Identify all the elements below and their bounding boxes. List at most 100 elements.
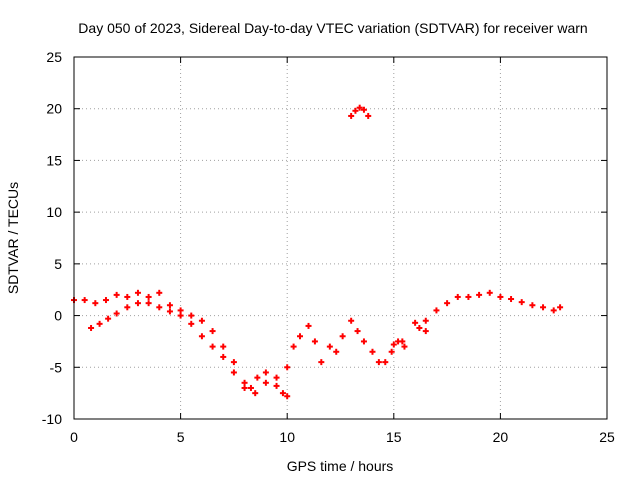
data-point-marker bbox=[230, 369, 237, 376]
data-point-marker bbox=[369, 348, 376, 355]
x-tick-label: 5 bbox=[177, 429, 185, 445]
x-axis-label: GPS time / hours bbox=[287, 458, 394, 474]
data-point-marker bbox=[254, 374, 261, 381]
data-point-marker bbox=[388, 348, 395, 355]
data-point-marker bbox=[188, 320, 195, 327]
data-point-marker bbox=[198, 333, 205, 340]
data-point-marker bbox=[166, 308, 173, 315]
data-point-marker bbox=[113, 291, 120, 298]
y-tick-label: -10 bbox=[42, 411, 62, 427]
data-point-marker bbox=[262, 379, 269, 386]
data-point-marker bbox=[550, 307, 557, 314]
data-point-marker bbox=[557, 304, 564, 311]
data-point-marker bbox=[102, 297, 109, 304]
data-point-marker bbox=[305, 322, 312, 329]
chart-title: Day 050 of 2023, Sidereal Day-to-day VTE… bbox=[78, 20, 587, 36]
data-point-marker bbox=[333, 348, 340, 355]
data-point-marker bbox=[318, 359, 325, 366]
data-point-marker bbox=[540, 304, 547, 311]
data-point-marker bbox=[508, 296, 515, 303]
data-point-marker bbox=[412, 319, 419, 326]
data-point-marker bbox=[145, 300, 152, 307]
grid-lines bbox=[74, 57, 607, 419]
data-point-marker bbox=[124, 304, 131, 311]
data-point-marker bbox=[390, 341, 397, 348]
data-point-marker bbox=[145, 293, 152, 300]
data-point-marker bbox=[241, 384, 248, 391]
data-point-marker bbox=[476, 291, 483, 298]
data-point-marker bbox=[284, 393, 291, 400]
x-tick-label: 25 bbox=[599, 429, 615, 445]
data-point-marker bbox=[262, 369, 269, 376]
data-point-marker bbox=[177, 312, 184, 319]
data-point-marker bbox=[220, 353, 227, 360]
data-point-marker bbox=[356, 104, 363, 111]
data-point-marker bbox=[486, 289, 493, 296]
data-point-marker bbox=[290, 343, 297, 350]
data-point-marker bbox=[209, 328, 216, 335]
data-point-marker bbox=[220, 343, 227, 350]
data-point-marker bbox=[81, 297, 88, 304]
data-point-marker bbox=[352, 107, 359, 114]
data-point-marker bbox=[209, 343, 216, 350]
data-point-marker bbox=[230, 359, 237, 366]
data-point-marker bbox=[339, 333, 346, 340]
data-point-marker bbox=[422, 317, 429, 324]
data-point-marker bbox=[465, 293, 472, 300]
data-point-marker bbox=[113, 310, 120, 317]
data-point-marker bbox=[365, 112, 372, 119]
data-point-marker bbox=[311, 338, 318, 345]
data-point-marker bbox=[124, 293, 131, 300]
data-point-marker bbox=[252, 390, 259, 397]
data-point-marker bbox=[348, 112, 355, 119]
y-tick-label: -5 bbox=[50, 359, 63, 375]
data-point-marker bbox=[273, 374, 280, 381]
y-tick-label: 5 bbox=[54, 256, 62, 272]
data-point-marker bbox=[188, 312, 195, 319]
data-point-marker bbox=[241, 379, 248, 386]
axis-ticks: 0 5 10 15 20 25 -10 -5 0 5 10 15 20 25 bbox=[42, 49, 615, 445]
data-point-marker bbox=[354, 328, 361, 335]
plot-frame bbox=[73, 56, 608, 420]
data-point-marker bbox=[156, 304, 163, 311]
data-point-marker bbox=[399, 338, 406, 345]
data-point-marker bbox=[444, 300, 451, 307]
x-tick-label: 10 bbox=[279, 429, 295, 445]
data-point-marker bbox=[375, 359, 382, 366]
data-point-marker bbox=[422, 328, 429, 335]
data-point-marker bbox=[156, 289, 163, 296]
y-axis-label: SDTVAR / TECUs bbox=[5, 182, 21, 294]
data-point-marker bbox=[198, 317, 205, 324]
data-point-marker bbox=[433, 307, 440, 314]
data-point-marker bbox=[382, 359, 389, 366]
data-point-marker bbox=[92, 300, 99, 307]
y-tick-label: 10 bbox=[46, 204, 62, 220]
data-point-marker bbox=[105, 315, 112, 322]
x-tick-label: 0 bbox=[70, 429, 78, 445]
data-point-marker bbox=[134, 289, 141, 296]
data-point-marker bbox=[279, 390, 286, 397]
x-tick-label: 20 bbox=[493, 429, 509, 445]
data-point-marker bbox=[497, 293, 504, 300]
y-tick-label: 15 bbox=[46, 152, 62, 168]
data-point-marker bbox=[518, 299, 525, 306]
data-point-marker bbox=[88, 324, 95, 331]
data-point-marker bbox=[401, 343, 408, 350]
data-point-marker bbox=[360, 338, 367, 345]
data-point-marker bbox=[273, 382, 280, 389]
data-points bbox=[71, 104, 564, 400]
x-tick-label: 15 bbox=[386, 429, 402, 445]
y-tick-label: 25 bbox=[46, 49, 62, 65]
data-point-marker bbox=[348, 317, 355, 324]
data-point-marker bbox=[296, 333, 303, 340]
data-point-marker bbox=[134, 300, 141, 307]
data-point-marker bbox=[284, 364, 291, 371]
data-point-marker bbox=[166, 302, 173, 309]
data-point-marker bbox=[247, 384, 254, 391]
y-tick-label: 20 bbox=[46, 101, 62, 117]
data-point-marker bbox=[96, 320, 103, 327]
data-point-marker bbox=[529, 302, 536, 309]
data-point-marker bbox=[177, 307, 184, 314]
data-point-marker bbox=[326, 343, 333, 350]
